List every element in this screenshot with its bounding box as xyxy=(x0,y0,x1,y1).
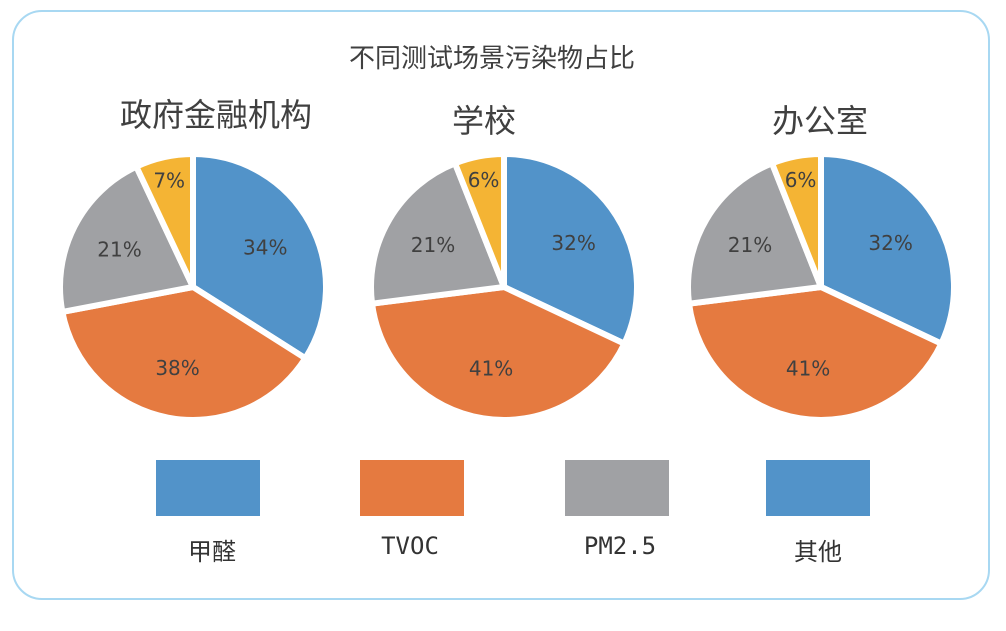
pie-2-label-tvoc: 41% xyxy=(469,356,513,380)
pie-1-slice-pm25 xyxy=(57,162,198,316)
pie-1-label-pm25: 21% xyxy=(97,238,141,262)
pie-3-slice-formaldehyde xyxy=(818,150,957,348)
pie-1-slice-other xyxy=(132,150,196,289)
legend-label-tvoc: TVOC xyxy=(381,532,439,560)
legend-swatch-other xyxy=(766,460,870,516)
pie-1-label-formaldehyde: 34% xyxy=(243,235,287,259)
pie-3-slice-other xyxy=(768,150,824,289)
pie-2-slice-formaldehyde xyxy=(501,150,640,348)
pie-3-label-tvoc: 41% xyxy=(786,356,830,380)
pie-2-label-pm25: 21% xyxy=(411,233,455,257)
legend-swatch-formaldehyde xyxy=(156,460,260,516)
pie-2-slice-pm25 xyxy=(368,159,509,308)
legend-label-other: 其他 xyxy=(794,538,842,566)
legend-label-formaldehyde: 甲醛 xyxy=(188,538,236,566)
pie-title-3: 办公室 xyxy=(771,102,869,140)
pie-1-label-tvoc: 38% xyxy=(155,356,199,380)
pie-3-label-pm25: 21% xyxy=(728,233,772,257)
chart-frame xyxy=(12,10,990,600)
pie-3-label-formaldehyde: 32% xyxy=(868,231,912,255)
pie-1-slice-tvoc xyxy=(58,283,310,423)
pie-3-slice-pm25 xyxy=(685,159,826,308)
pie-2-slice-tvoc xyxy=(368,283,629,423)
legend-swatch-pm25 xyxy=(565,460,669,516)
pie-3-slice-tvoc xyxy=(685,283,946,423)
pie-title-2: 学校 xyxy=(451,102,517,140)
pie-2-label-formaldehyde: 32% xyxy=(551,231,595,255)
legend-swatch-tvoc xyxy=(360,460,464,516)
pie-title-1: 政府金融机构 xyxy=(119,96,313,134)
pie-2-label-other: 6% xyxy=(468,168,500,192)
chart-title: 不同测试场景污染物占比 xyxy=(348,44,636,74)
pie-3-label-other: 6% xyxy=(785,168,817,192)
legend-label-pm25: PM2.5 xyxy=(583,532,657,560)
pie-1-label-other: 7% xyxy=(153,169,185,193)
pie-2-slice-other xyxy=(451,150,507,289)
